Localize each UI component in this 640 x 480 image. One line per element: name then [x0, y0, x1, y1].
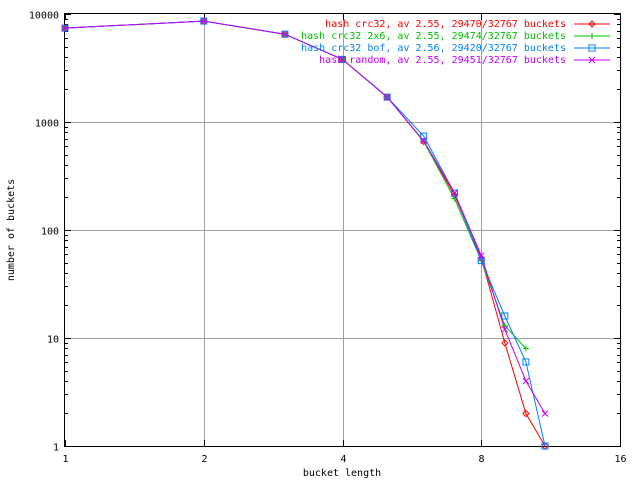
data-point	[339, 56, 346, 63]
legend-label: hash random, av 2.55, 29451/32767 bucket…	[319, 55, 566, 66]
data-point	[501, 339, 509, 347]
data-point	[501, 322, 508, 329]
data-point	[61, 24, 69, 32]
legend-marker	[588, 20, 596, 28]
data-point	[281, 30, 289, 38]
data-point	[541, 410, 549, 417]
legend-marker	[588, 56, 596, 64]
y-tick-label: 10	[47, 335, 59, 346]
y-axis-label: number of buckets	[6, 179, 17, 281]
y-tick-label: 10000	[29, 11, 59, 22]
legend-label: hash crc32, av 2.55, 29470/32767 buckets	[325, 19, 566, 30]
series-lines	[61, 17, 549, 450]
plot-frame	[64, 13, 621, 447]
data-point	[383, 93, 391, 101]
series-4	[61, 17, 549, 417]
data-point	[420, 132, 428, 140]
series-line	[64, 20, 546, 447]
x-tick-label: 8	[478, 454, 484, 465]
data-point	[420, 137, 428, 145]
data-point	[383, 93, 391, 101]
series-2	[62, 18, 529, 352]
legend-label: hash crc32 2x6, av 2.55, 29474/32767 buc…	[301, 31, 566, 42]
y-tick-label: 1000	[35, 119, 59, 130]
data-point	[477, 257, 485, 265]
y-tick-label: 100	[41, 227, 59, 238]
legend: hash crc32, av 2.55, 29470/32767 buckets…	[301, 19, 610, 66]
data-point	[501, 312, 509, 320]
y-tick-label: 1	[53, 443, 59, 454]
legend-marker	[588, 44, 596, 52]
data-point	[541, 442, 549, 450]
data-point	[451, 189, 459, 197]
data-point	[522, 345, 529, 352]
data-point	[451, 189, 458, 197]
x-tick-label: 4	[340, 454, 346, 465]
data-point	[477, 252, 485, 259]
grid-lines	[65, 14, 620, 446]
data-point	[522, 358, 530, 366]
legend-label: hash crc32 bof, av 2.56, 29420/32767 buc…	[301, 43, 566, 54]
x-tick-label: 16	[614, 454, 626, 465]
data-point	[522, 377, 530, 385]
series-line	[64, 20, 546, 447]
legend-marker	[589, 33, 595, 39]
series-3	[61, 17, 549, 450]
series-line	[64, 20, 527, 349]
data-point	[339, 55, 346, 63]
data-point	[522, 409, 530, 418]
data-point	[200, 17, 208, 25]
series-1	[61, 17, 549, 450]
axis-ticks: 1 2 4 8 16 1 10 100 1000 10000	[29, 11, 627, 466]
series-line	[64, 20, 546, 414]
data-point	[501, 326, 509, 333]
x-tick-label: 1	[62, 454, 68, 465]
x-tick-label: 2	[201, 454, 207, 465]
x-axis-label: bucket length	[303, 468, 381, 479]
